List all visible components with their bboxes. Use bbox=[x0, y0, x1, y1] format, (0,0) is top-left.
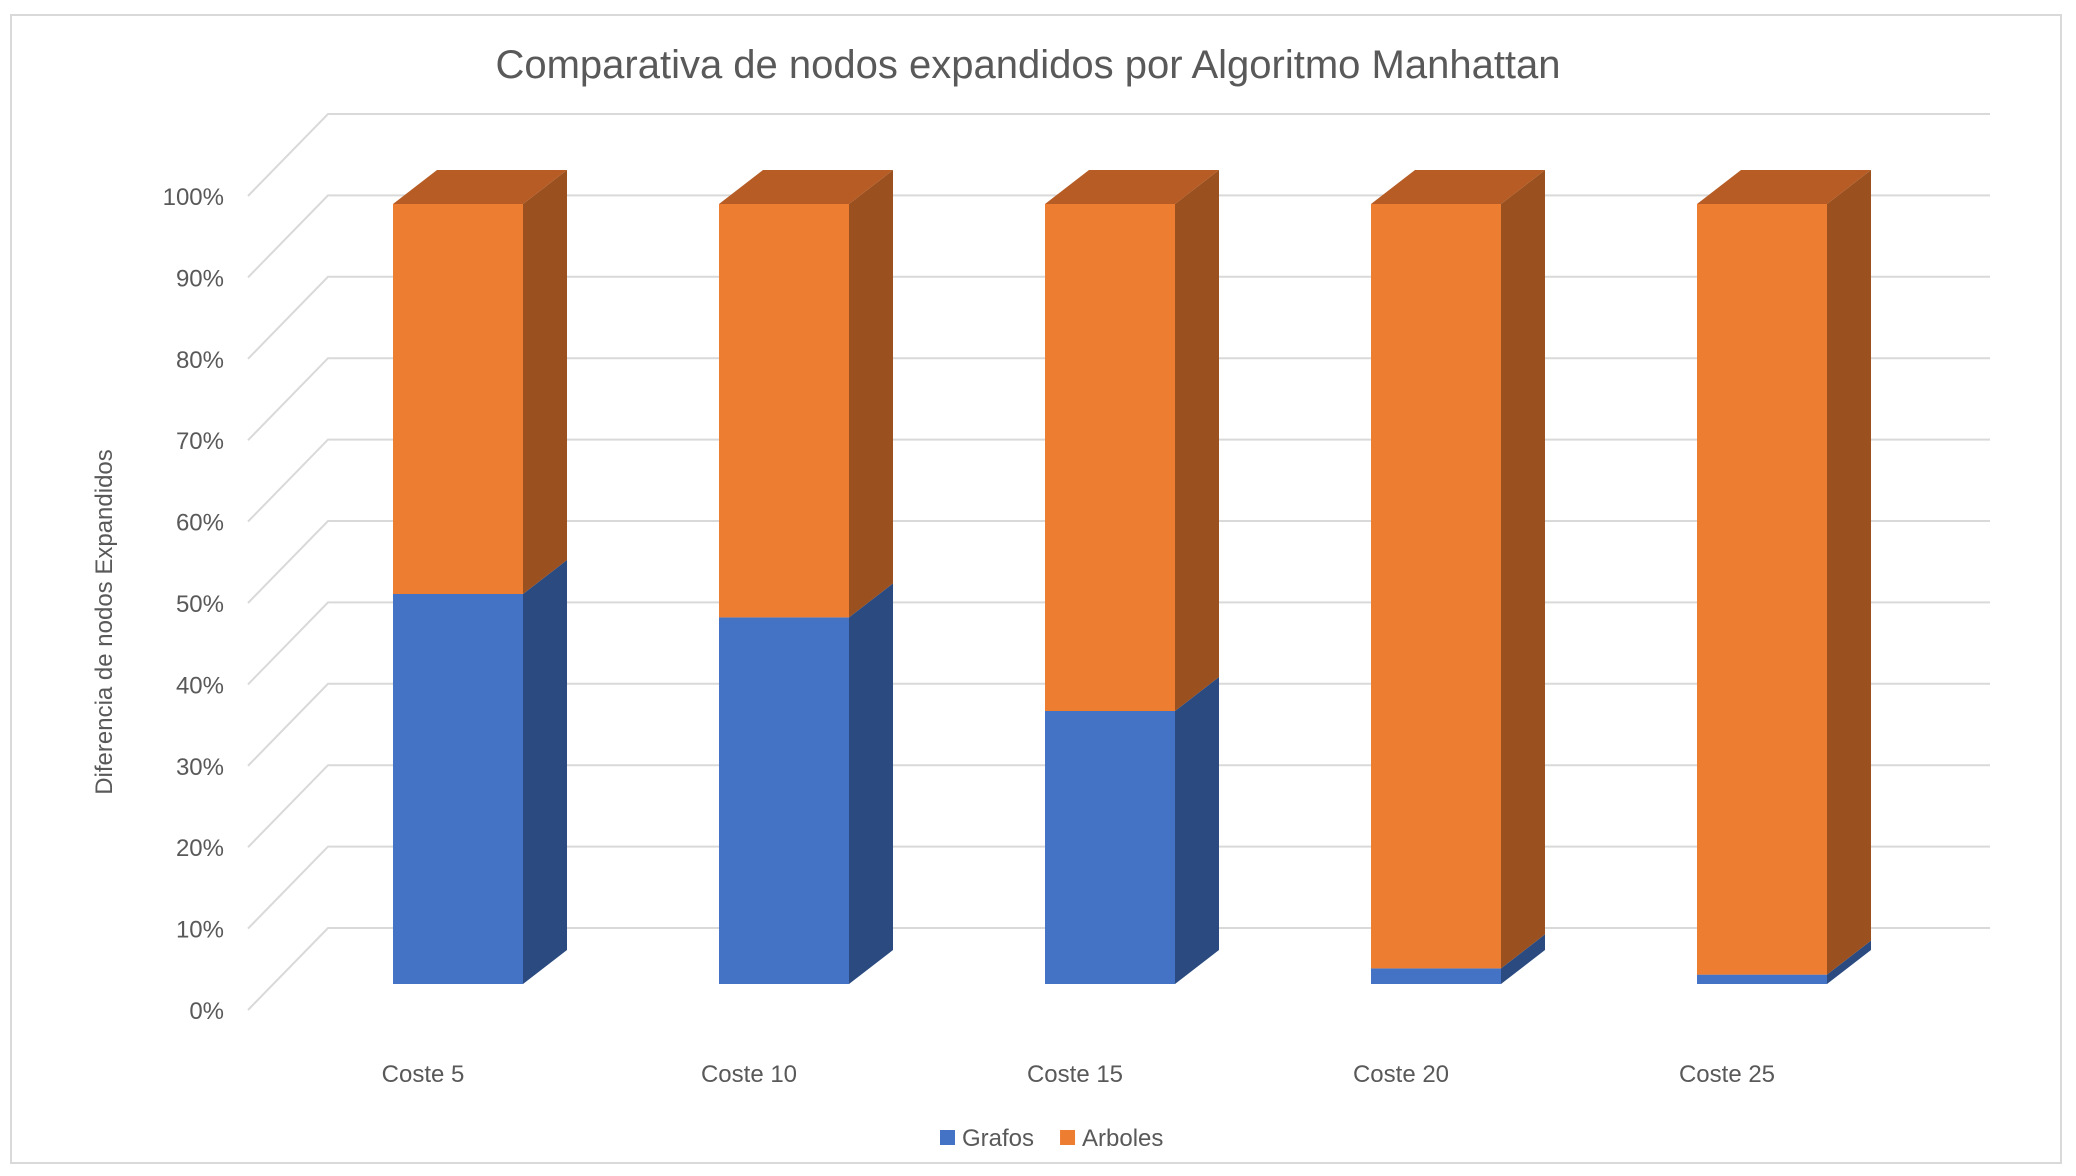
x-tick-label: Coste 15 bbox=[1027, 1061, 1123, 1088]
y-tick-label: 20% bbox=[176, 835, 224, 862]
bar-side bbox=[849, 170, 893, 618]
bar-side bbox=[1175, 170, 1219, 711]
x-tick-label: Coste 5 bbox=[382, 1061, 465, 1088]
chart-svg: Comparativa de nodos expandidos por Algo… bbox=[91, 43, 1990, 1152]
x-tick-label: Coste 10 bbox=[701, 1061, 797, 1088]
chart-title: Comparativa de nodos expandidos por Algo… bbox=[495, 43, 1560, 87]
bar-segment-grafos bbox=[1045, 677, 1219, 984]
bar-segment-arboles bbox=[719, 170, 893, 618]
bar-segment-arboles bbox=[1045, 170, 1219, 711]
bar-segment-arboles bbox=[1371, 170, 1545, 969]
y-tick-label: 90% bbox=[176, 265, 224, 292]
legend: Grafos Arboles bbox=[940, 1125, 1163, 1152]
bar-segment-grafos bbox=[1697, 940, 1871, 984]
bar-side bbox=[849, 583, 893, 984]
bars bbox=[393, 170, 1871, 984]
y-axis-title: Diferencia de nodos Expandidos bbox=[91, 449, 118, 795]
bar-top bbox=[719, 170, 893, 204]
bar-front bbox=[719, 204, 849, 618]
legend-label: Grafos bbox=[962, 1125, 1034, 1152]
bar-front bbox=[1371, 968, 1501, 984]
bar-front bbox=[1045, 711, 1175, 984]
y-tick-label: 60% bbox=[176, 510, 224, 537]
bar-side bbox=[1827, 170, 1871, 975]
y-tick-label: 70% bbox=[176, 428, 224, 455]
bar-side bbox=[1501, 934, 1545, 984]
y-axis-ticks: 0% 10% 20% 30% 40% 50% 60% 70% 80% 90% 100% bbox=[163, 184, 224, 1025]
bar-front bbox=[719, 617, 849, 984]
legend-item-arboles: Arboles bbox=[1060, 1125, 1163, 1152]
legend-swatch bbox=[940, 1130, 955, 1145]
x-tick-label: Coste 25 bbox=[1679, 1061, 1775, 1088]
y-tick-label: 10% bbox=[176, 917, 224, 944]
bar-segment-arboles bbox=[393, 170, 567, 594]
bar-top bbox=[393, 170, 567, 204]
bar-front bbox=[1371, 204, 1501, 969]
chart-frame: Comparativa de nodos expandidos por Algo… bbox=[10, 14, 2062, 1164]
bar-segment-grafos bbox=[719, 583, 893, 984]
bar-front bbox=[1697, 204, 1827, 975]
bar-side bbox=[523, 170, 567, 594]
y-tick-label: 50% bbox=[176, 591, 224, 618]
y-tick-label: 100% bbox=[163, 184, 224, 211]
y-tick-label: 40% bbox=[176, 672, 224, 699]
y-tick-label: 30% bbox=[176, 754, 224, 781]
legend-swatch bbox=[1060, 1130, 1076, 1145]
x-axis-ticks: Coste 5 Coste 10 Coste 15 Coste 20 Coste 25 bbox=[382, 1061, 1775, 1088]
legend-label: Arboles bbox=[1082, 1125, 1163, 1152]
bar-front bbox=[393, 594, 523, 984]
bar-segment-grafos bbox=[393, 560, 567, 984]
bar-top bbox=[1697, 170, 1871, 204]
bar-segment-arboles bbox=[1697, 170, 1871, 975]
y-tick-label: 80% bbox=[176, 347, 224, 374]
bar-front bbox=[1045, 204, 1175, 711]
x-tick-label: Coste 20 bbox=[1353, 1061, 1449, 1088]
bar-front bbox=[393, 204, 523, 594]
bar-side bbox=[523, 560, 567, 984]
y-tick-label: 0% bbox=[189, 998, 224, 1025]
gridline bbox=[247, 113, 1990, 197]
bar-top bbox=[1045, 170, 1219, 204]
bar-top bbox=[1371, 170, 1545, 204]
legend-item-grafos: Grafos bbox=[940, 1125, 1034, 1152]
bar-front bbox=[1697, 974, 1827, 984]
bar-segment-grafos bbox=[1371, 934, 1545, 984]
bar-side bbox=[1501, 170, 1545, 969]
bar-side bbox=[1175, 677, 1219, 984]
bar-side bbox=[1827, 940, 1871, 984]
